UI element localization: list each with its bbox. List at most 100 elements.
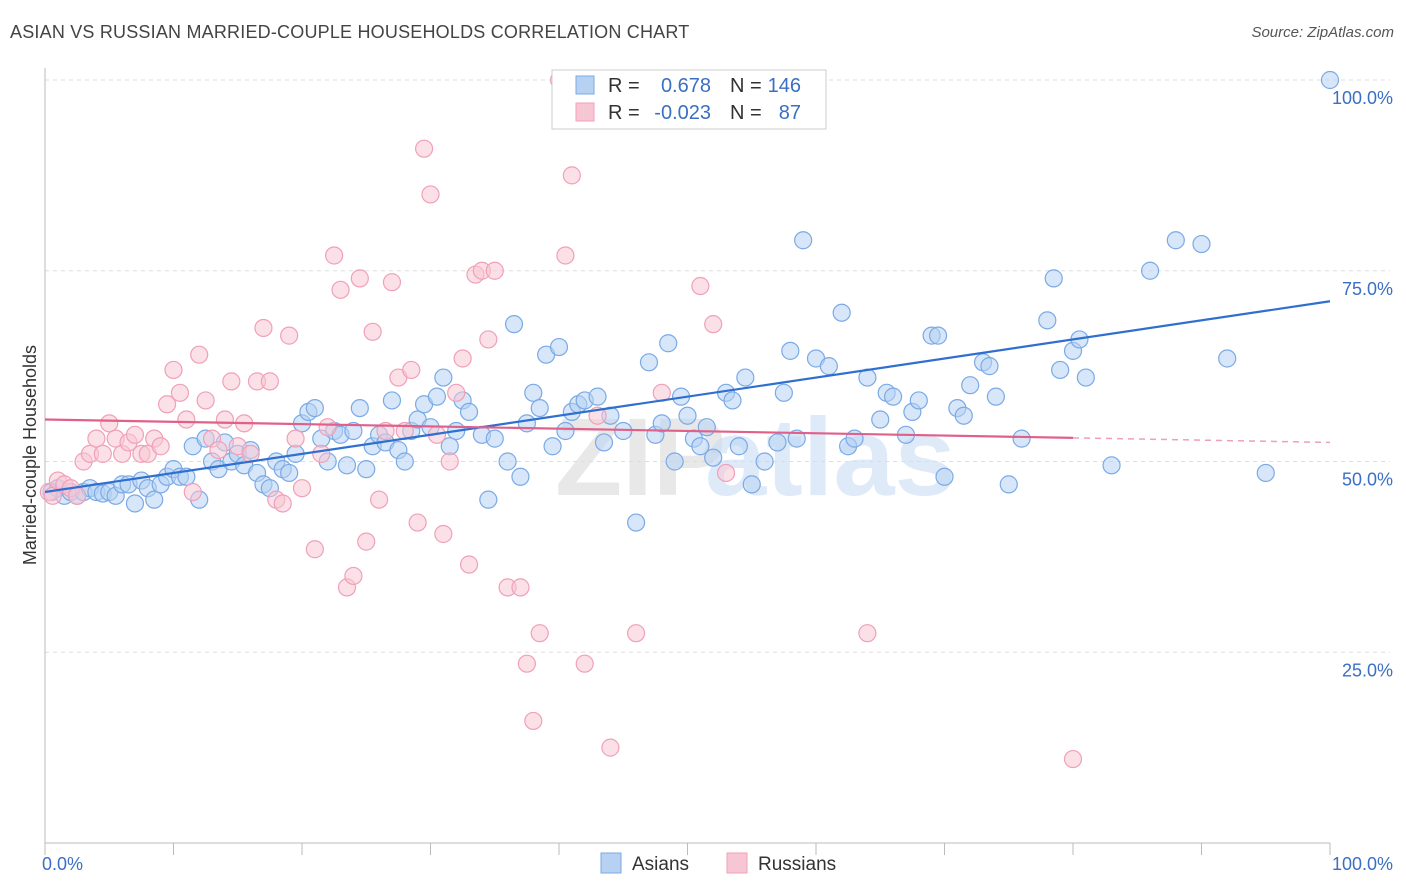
stats-r-value: -0.023 xyxy=(654,102,711,124)
asian-point xyxy=(1051,360,1070,380)
asian-point xyxy=(305,398,324,418)
russian-point xyxy=(453,349,472,368)
asian-point xyxy=(1102,456,1121,475)
asian-point xyxy=(344,421,363,441)
asian-point xyxy=(704,448,723,467)
asian-point xyxy=(678,406,697,425)
russian-point xyxy=(344,566,363,586)
asian-point xyxy=(787,429,806,448)
russian-point xyxy=(325,246,344,265)
trend-lines xyxy=(44,300,1331,494)
asian-point xyxy=(935,467,954,486)
russian-point xyxy=(164,360,183,380)
asian-point xyxy=(794,231,813,250)
asian-point xyxy=(697,418,716,437)
russian-trend-line xyxy=(44,418,1074,439)
russian-point xyxy=(370,490,389,509)
data-points xyxy=(39,70,1340,769)
asian-point xyxy=(659,334,678,353)
asian-point xyxy=(980,357,999,376)
russian-point xyxy=(350,269,369,288)
russian-point xyxy=(170,383,190,402)
legend-label: Asians xyxy=(632,854,689,875)
asian-point xyxy=(504,315,524,334)
russian-point xyxy=(562,166,581,185)
asian-point xyxy=(357,460,376,479)
asian-point xyxy=(832,303,851,322)
legend-swatch xyxy=(600,852,622,874)
asian-point xyxy=(1192,234,1211,254)
russian-point xyxy=(530,624,549,643)
asian-point xyxy=(736,368,755,387)
legend: Asians Russians xyxy=(600,852,836,875)
asian-point xyxy=(459,402,479,422)
asian-point xyxy=(999,475,1018,494)
russian-point xyxy=(459,555,479,574)
asian-trend-line xyxy=(44,300,1331,494)
asian-point xyxy=(395,452,414,471)
asian-point xyxy=(427,387,447,406)
russian-point xyxy=(421,185,440,204)
russian-point xyxy=(382,273,402,292)
asian-point xyxy=(986,387,1006,406)
russian-point xyxy=(414,139,434,158)
stats-box-frame xyxy=(551,69,827,130)
chart-title: ASIAN VS RUSSIAN MARRIED-COUPLE HOUSEHOL… xyxy=(10,22,690,42)
russian-point xyxy=(93,444,112,463)
russian-point xyxy=(209,440,228,460)
stats-n-value: 87 xyxy=(779,102,801,124)
stats-box: R = 0.678 N = 146 R = -0.023 N = 87 xyxy=(551,69,827,130)
asian-point xyxy=(498,452,517,471)
asian-point xyxy=(479,490,498,509)
russian-point xyxy=(215,410,234,429)
x-tick-label: 100.0% xyxy=(1332,854,1393,874)
russian-point xyxy=(260,372,279,391)
axes xyxy=(44,68,1331,855)
asian-point xyxy=(723,391,742,410)
y-tick-label: 25.0% xyxy=(1342,660,1393,680)
asian-point xyxy=(819,357,838,376)
asian-point xyxy=(1140,261,1160,280)
stats-r-label: R = xyxy=(608,102,640,124)
stats-n-label: N = xyxy=(730,75,762,97)
y-tick-label: 100.0% xyxy=(1332,88,1393,108)
russian-point xyxy=(254,318,273,338)
russian-point xyxy=(517,654,536,673)
russian-point xyxy=(87,429,106,448)
russian-point xyxy=(286,429,305,448)
russian-point xyxy=(402,360,421,380)
y-tick-label: 75.0% xyxy=(1342,279,1393,299)
asian-point xyxy=(145,490,164,509)
asian-point xyxy=(1044,269,1063,288)
russian-point xyxy=(434,524,453,544)
russian-point xyxy=(331,280,350,299)
russian-point xyxy=(196,391,215,410)
russian-point xyxy=(691,276,710,296)
grid-lines xyxy=(45,79,1390,653)
asian-point xyxy=(382,391,402,410)
russian-point xyxy=(183,482,202,502)
watermark-zip: ZIP xyxy=(555,396,726,519)
stats-swatch xyxy=(575,75,595,95)
tick-labels: 25.0% 50.0% 75.0% 100.0% 0.0% 100.0% xyxy=(42,88,1393,874)
russian-point xyxy=(292,479,312,498)
asian-point xyxy=(909,391,928,410)
asian-point xyxy=(639,353,659,372)
asian-point xyxy=(729,437,749,456)
asian-point xyxy=(768,433,787,452)
asian-point xyxy=(280,463,299,483)
russian-point xyxy=(363,322,382,341)
russian-point xyxy=(357,532,376,551)
asian-point xyxy=(755,452,774,471)
asian-point xyxy=(543,437,562,456)
russian-point xyxy=(190,345,209,364)
russian-point xyxy=(485,261,504,280)
russian-point xyxy=(68,486,87,505)
asian-point xyxy=(1256,463,1275,483)
asian-point xyxy=(774,383,793,402)
russian-trend-line-extension xyxy=(1072,437,1331,444)
asian-point xyxy=(665,452,684,471)
stats-swatch xyxy=(575,102,595,122)
russian-point xyxy=(318,418,337,437)
